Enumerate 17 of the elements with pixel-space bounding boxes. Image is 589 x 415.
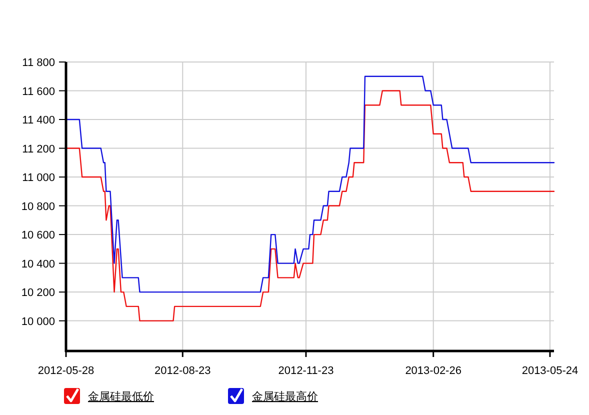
y-tick-label: 11 000 [22, 172, 55, 184]
x-tick-label: 2012-05-28 [38, 365, 94, 377]
y-tick-label: 10 200 [21, 287, 55, 300]
y-tick-label: 10 600 [21, 230, 55, 242]
y-tick-label: 11 600 [22, 86, 55, 98]
y-tick-label: 10 400 [21, 258, 55, 270]
legend-label: 金属硅最高价 [252, 390, 318, 403]
x-tick-label: 2012-11-23 [278, 365, 334, 377]
x-tick-label: 2013-05-24 [522, 365, 578, 377]
legend-label: 金属硅最低价 [88, 390, 154, 403]
y-tick-label: 11 400 [22, 114, 55, 127]
y-tick-label: 10 800 [21, 200, 55, 213]
x-tick-label: 2012-08-23 [154, 365, 211, 377]
x-tick-label: 2013-02-26 [405, 365, 462, 377]
y-tick-label: 11 800 [22, 57, 55, 69]
y-tick-label: 10 000 [21, 316, 55, 328]
y-tick-label: 11 200 [22, 143, 55, 156]
